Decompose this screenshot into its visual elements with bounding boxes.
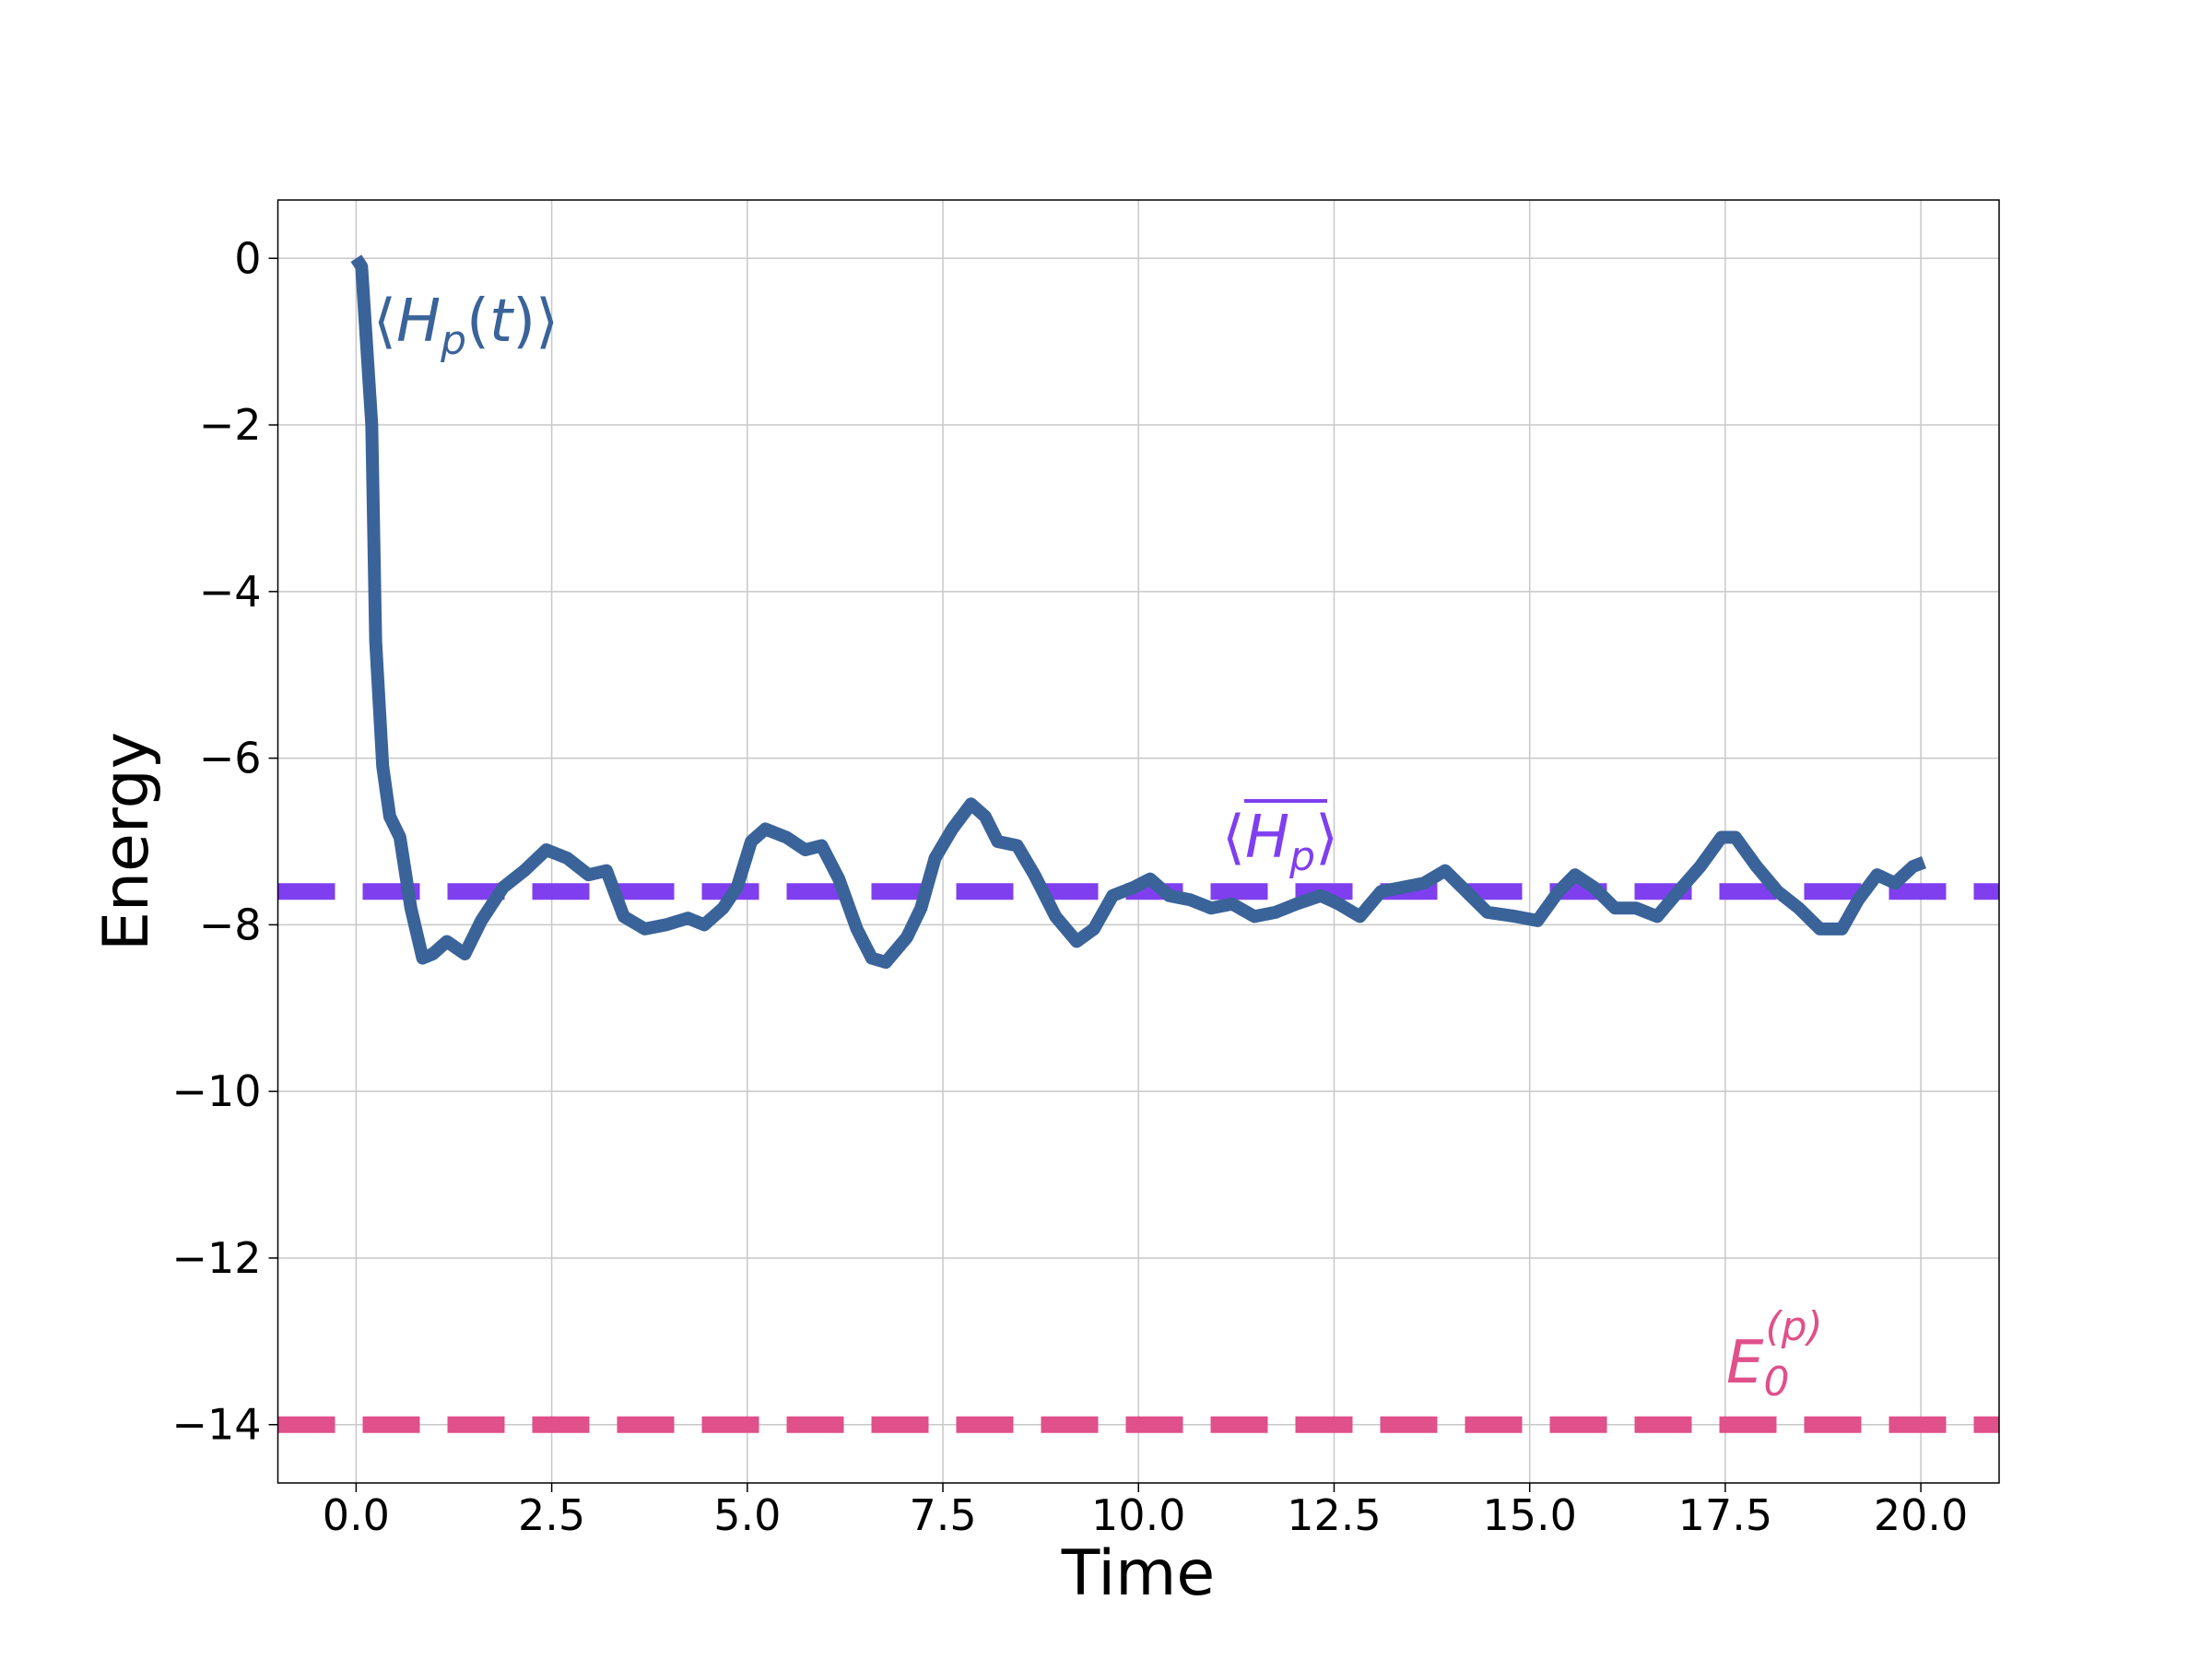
x-tick-label: 10.0 bbox=[1091, 1490, 1185, 1540]
annotation-part: t bbox=[489, 288, 515, 356]
annotation: ⟨Hp(t)⟩ bbox=[373, 288, 559, 364]
annotation: ⟨Hp⟩ bbox=[1222, 804, 1338, 880]
annotation-part: ⟨ bbox=[1222, 804, 1245, 872]
annotation-part: p bbox=[440, 317, 466, 364]
annotation-part: (p) bbox=[1765, 1303, 1822, 1350]
annotation-part: H bbox=[1245, 804, 1289, 872]
annotation-part: H bbox=[396, 288, 441, 356]
series bbox=[350, 254, 1926, 970]
ticks: 0.0 2.5 5.0 7.5 10.0 12.5 15.0 17.5 20.0 0 −2 −4 −6 −… bbox=[171, 233, 1968, 1540]
y-axis-title: Energy bbox=[90, 732, 163, 951]
x-tick-label: 17.5 bbox=[1678, 1490, 1772, 1540]
x-tick-label: 7.5 bbox=[909, 1490, 976, 1540]
annotation-part: ⟩ bbox=[1315, 804, 1338, 872]
x-tick-label: 5.0 bbox=[713, 1490, 781, 1540]
x-tick-label: 15.0 bbox=[1482, 1490, 1576, 1540]
annotation-part: )⟩ bbox=[512, 288, 559, 356]
annotation: E0 (p) bbox=[1726, 1303, 1823, 1406]
y-tick-label: −10 bbox=[171, 1066, 261, 1116]
x-tick-label: 12.5 bbox=[1287, 1490, 1381, 1540]
annotation-part: ⟨ bbox=[373, 288, 396, 356]
x-tick-label: 20.0 bbox=[1874, 1490, 1968, 1540]
y-tick-label: −14 bbox=[171, 1400, 261, 1450]
x-tick-label: 0.0 bbox=[323, 1490, 390, 1540]
annotation-part: E bbox=[1726, 1329, 1764, 1397]
x-tick-label: 2.5 bbox=[518, 1490, 585, 1540]
y-tick-label: 0 bbox=[234, 233, 261, 283]
y-tick-label: −6 bbox=[199, 734, 262, 783]
y-tick-label: −4 bbox=[199, 567, 262, 617]
y-tick-label: −12 bbox=[171, 1233, 261, 1283]
annotation-part: ( bbox=[466, 288, 489, 356]
y-tick-label: −8 bbox=[199, 900, 262, 949]
x-axis-title: Time bbox=[1061, 1537, 1215, 1610]
annotation-part: 0 bbox=[1763, 1359, 1789, 1406]
series-line bbox=[350, 254, 1926, 970]
annotation-part: p bbox=[1288, 833, 1315, 880]
y-tick-label: −2 bbox=[199, 400, 262, 450]
